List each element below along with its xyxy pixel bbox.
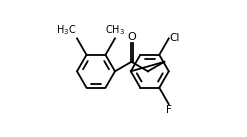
- Text: F: F: [166, 105, 172, 115]
- Text: CH$_3$: CH$_3$: [105, 24, 125, 37]
- Text: O: O: [127, 32, 136, 42]
- Text: H$_3$C: H$_3$C: [56, 24, 76, 37]
- Text: Cl: Cl: [170, 33, 180, 43]
